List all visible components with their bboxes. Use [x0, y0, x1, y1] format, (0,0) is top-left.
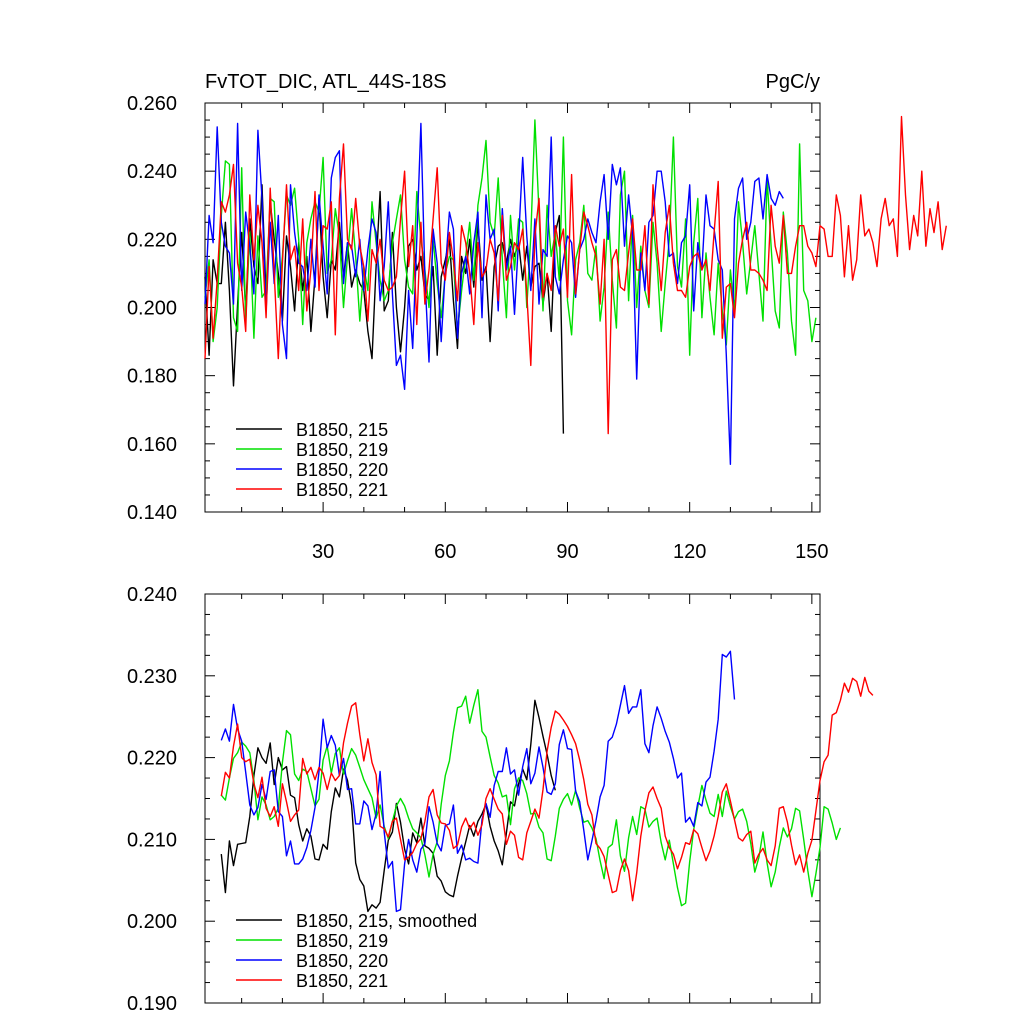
legend-label: B1850, 221 — [296, 480, 388, 500]
x-tick-label: 120 — [673, 541, 706, 563]
x-tick-label: 30 — [312, 541, 334, 563]
y-tick-label: 0.210 — [127, 829, 177, 851]
y-tick-label: 0.160 — [127, 434, 177, 456]
legend-label: B1850, 220 — [296, 460, 388, 480]
legend-label: B1850, 219 — [296, 440, 388, 460]
y-tick-label: 0.220 — [127, 748, 177, 770]
y-tick-label: 0.190 — [127, 993, 177, 1015]
x-tick-label: 150 — [795, 541, 828, 563]
y-tick-label: 0.200 — [127, 298, 177, 320]
legend-label: B1850, 215 — [296, 420, 388, 440]
y-tick-label: 0.180 — [127, 366, 177, 388]
y-tick-label: 0.140 — [127, 502, 177, 524]
y-tick-label: 0.220 — [127, 229, 177, 251]
series-line — [220, 689, 842, 907]
bottom-panel: 0.190 0.200 0.210 0.220 0.230 0.240 B1850, 215… — [127, 584, 874, 1015]
series-line — [204, 119, 817, 356]
legend-label: B1850, 215, smoothed — [296, 911, 477, 931]
legend-label: B1850, 221 — [296, 971, 388, 991]
legend-label: B1850, 219 — [296, 931, 388, 951]
y-tick-label: 0.240 — [127, 584, 177, 606]
chart-title: FvTOT_DIC, ATL_44S-18S — [205, 71, 447, 93]
y-tick-label: 0.240 — [127, 161, 177, 183]
x-tick-label: 60 — [434, 541, 456, 563]
chart-units: PgC/y — [766, 71, 820, 93]
x-tick-label: 90 — [556, 541, 578, 563]
series-line — [204, 122, 784, 465]
series-line — [220, 676, 874, 902]
top-panel: FvTOT_DIC, ATL_44S-18S PgC/y 0.140 0.160 0… — [127, 71, 947, 563]
legend-label: B1850, 220 — [296, 951, 388, 971]
y-tick-label: 0.230 — [127, 666, 177, 688]
y-tick-label: 0.200 — [127, 911, 177, 933]
series-line — [220, 650, 736, 913]
y-tick-label: 0.260 — [127, 93, 177, 115]
series-line — [204, 115, 947, 435]
series-line — [220, 699, 556, 913]
